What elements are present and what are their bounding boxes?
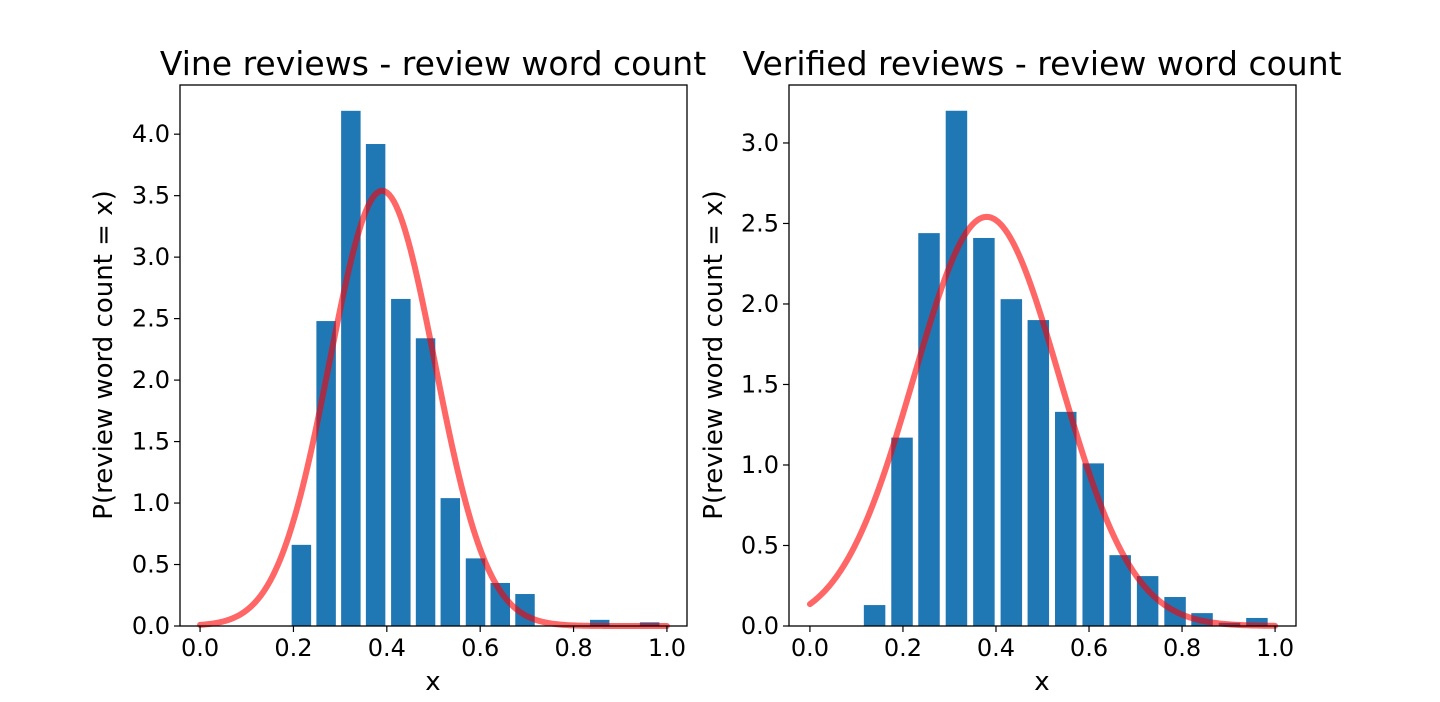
verified-y-ticks: 0.0 0.5 1.0 1.5 2.0 2.5 3.0: [741, 129, 789, 640]
verified-plot-frame: [788, 84, 1297, 627]
vine-plot-frame: [179, 84, 688, 627]
verified-subplot: Verified reviews - review word count x P…: [699, 44, 1342, 697]
verified-y-tick-label-1: 0.5: [741, 531, 779, 559]
verified-bar-4: [973, 237, 995, 626]
vine-y-ticks: 0.0 0.5 1.0 1.5 2.0 2.5 3.0 3.5 4.0: [132, 120, 180, 640]
vine-x-tick-label-1: 0.2: [274, 634, 312, 662]
verified-y-axis-label: P(review word count = x): [699, 190, 729, 519]
verified-y-tick-label-0: 0.0: [741, 612, 779, 640]
verified-x-tick-label-5: 1.0: [1256, 634, 1294, 662]
verified-fit-curve-group: [806, 213, 1279, 629]
verified-y-tick-label-5: 2.5: [741, 209, 779, 237]
vine-y-tick-label-0: 0.0: [132, 612, 170, 640]
vine-y-axis-label: P(review word count = x): [89, 190, 119, 519]
vine-subplot: Vine reviews - review word count x P(rev…: [89, 44, 706, 697]
vine-bar-2: [341, 110, 361, 626]
vine-x-tick-label-0: 0.0: [181, 634, 219, 662]
vine-x-tick-label-4: 0.8: [554, 634, 592, 662]
verified-x-tick-label-0: 0.0: [791, 634, 829, 662]
vine-x-ticks: 0.0 0.2 0.4 0.6 0.8 1.0: [181, 626, 686, 662]
vine-y-tick-label-1: 0.5: [132, 551, 170, 579]
vine-y-tick-label-3: 1.5: [132, 428, 170, 456]
vine-x-tick-label-5: 1.0: [648, 634, 686, 662]
vine-x-tick-label-3: 0.6: [461, 634, 499, 662]
verified-x-tick-label-3: 0.6: [1070, 634, 1108, 662]
vine-bar-5: [415, 338, 436, 626]
verified-x-tick-label-4: 0.8: [1163, 634, 1201, 662]
verified-bar-2: [918, 233, 940, 626]
vine-x-tick-label-2: 0.4: [368, 634, 406, 662]
vine-y-tick-label-5: 2.5: [132, 305, 170, 333]
vine-bar-0: [291, 544, 312, 626]
verified-bar-14: [1246, 617, 1268, 626]
verified-x-ticks: 0.0 0.2 0.4 0.6 0.8 1.0: [791, 626, 1294, 662]
vine-y-tick-label-7: 3.5: [132, 182, 170, 210]
verified-bar-1: [891, 437, 913, 626]
verified-x-axis-label: x: [1034, 667, 1049, 697]
verified-x-tick-label-2: 0.4: [977, 634, 1015, 662]
verified-chart-title: Verified reviews - review word count: [742, 44, 1341, 83]
vine-y-tick-label-8: 4.0: [132, 120, 170, 148]
verified-x-tick-label-1: 0.2: [884, 634, 922, 662]
vine-y-tick-label-2: 1.0: [132, 489, 170, 517]
verified-y-tick-label-6: 3.0: [741, 129, 779, 157]
verified-bar-5: [1000, 299, 1023, 626]
vine-bar-7: [465, 558, 486, 627]
verified-y-tick-label-4: 2.0: [741, 290, 779, 318]
verified-y-tick-label-2: 1.0: [741, 451, 779, 479]
verified-bar-7: [1055, 411, 1077, 626]
vine-x-axis-label: x: [425, 667, 440, 697]
verified-fit-curve: [806, 213, 1279, 629]
vine-bar-4: [391, 298, 411, 626]
vine-y-tick-label-6: 3.0: [132, 243, 170, 271]
vine-bar-3: [365, 144, 386, 626]
verified-bar-9: [1109, 555, 1131, 626]
vine-y-tick-label-4: 2.0: [132, 366, 170, 394]
verified-bar-10: [1136, 576, 1159, 626]
vine-chart-title: Vine reviews - review word count: [160, 44, 706, 83]
verified-y-tick-label-3: 1.5: [741, 370, 779, 398]
verified-bar-0: [863, 605, 886, 626]
verified-bar-6: [1027, 320, 1050, 626]
vine-bar-6: [440, 498, 461, 626]
verified-bar-3: [945, 110, 968, 626]
